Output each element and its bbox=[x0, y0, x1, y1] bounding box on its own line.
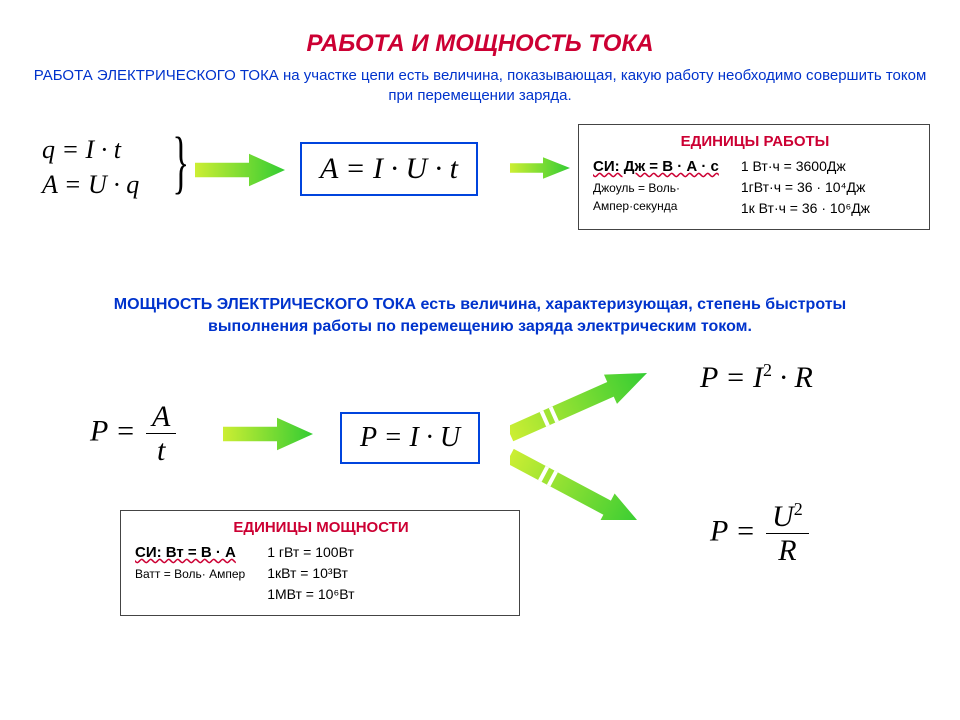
power-units-left: СИ: Вт = В · А Ватт = Воль· Ампер bbox=[135, 542, 245, 605]
power-definition: МОЩНОСТЬ ЭЛЕКТРИЧЕСКОГО ТОКА есть величи… bbox=[70, 294, 890, 339]
eq-power-main: P = I · U bbox=[340, 412, 480, 464]
eq-power-ir: P = I2 · R bbox=[700, 360, 813, 395]
power-units-right: 1 гВт = 100Вт 1кВт = 10³Вт 1МВт = 10⁶Вт bbox=[267, 542, 354, 605]
work-definition: РАБОТА ЭЛЕКТРИЧЕСКОГО ТОКА на участке це… bbox=[30, 66, 930, 107]
arrow-icon bbox=[218, 416, 318, 452]
power-units-box: ЕДИНИЦЫ МОЩНОСТИ СИ: Вт = В · А Ватт = В… bbox=[120, 510, 520, 616]
eq-power-ur: P = U2 R bbox=[710, 500, 812, 567]
power-definition-lead: МОЩНОСТЬ ЭЛЕКТРИЧЕСКОГО ТОКА bbox=[114, 296, 416, 313]
power-units-title: ЕДИНИЦЫ МОЩНОСТИ bbox=[135, 519, 507, 536]
arrow-icon bbox=[510, 150, 570, 186]
work-units-left: СИ: Дж = В · А · с Джоуль = Воль· Ампер·… bbox=[593, 156, 719, 219]
work-units-title: ЕДИНИЦЫ РАБОТЫ bbox=[593, 133, 917, 150]
eq-a-from-q: A = U · q bbox=[42, 170, 139, 200]
work-definition-lead: РАБОТА ЭЛЕКТРИЧЕСКОГО ТОКА bbox=[34, 67, 279, 84]
work-definition-rest: на участке цепи есть величина, показываю… bbox=[279, 67, 926, 104]
work-units-right: 1 Вт·ч = 3600Дж 1гВт·ч = 36 · 10⁴Дж 1к В… bbox=[741, 156, 870, 219]
split-arrow-icon bbox=[510, 370, 700, 520]
arrow-icon bbox=[195, 152, 285, 188]
eq-power-base: P = A t bbox=[90, 400, 179, 467]
page-title: РАБОТА И МОЩНОСТЬ ТОКА bbox=[0, 30, 960, 58]
eq-work-main: A = I · U · t bbox=[300, 142, 478, 196]
brace-icon: } bbox=[172, 128, 189, 198]
work-units-box: ЕДИНИЦЫ РАБОТЫ СИ: Дж = В · А · с Джоуль… bbox=[578, 124, 930, 230]
eq-q: q = I · t bbox=[42, 135, 121, 165]
